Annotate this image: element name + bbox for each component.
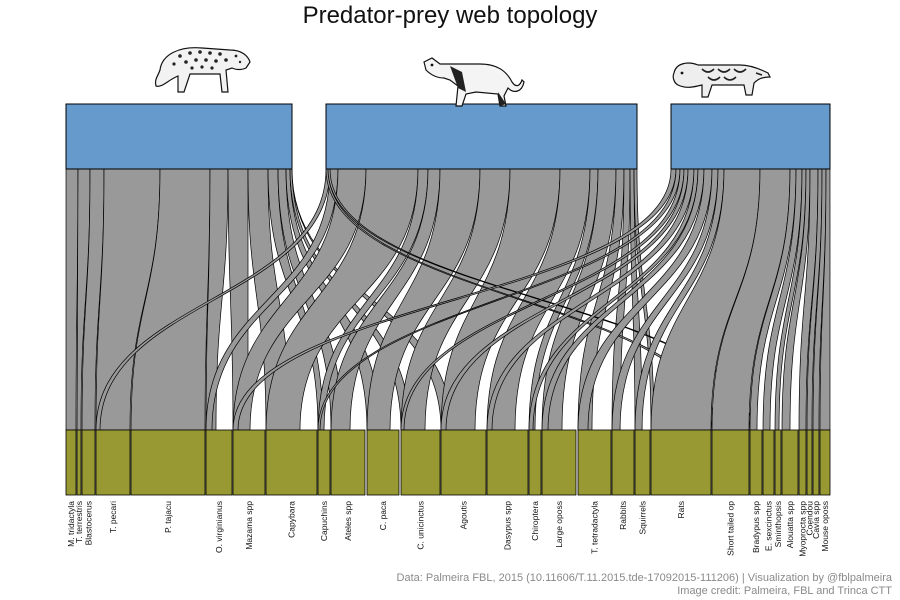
ocelot-icon (672, 62, 771, 98)
prey-label: O. virginianus (214, 501, 224, 553)
prey-box (486, 429, 529, 496)
prey-box (65, 429, 77, 496)
prey-box (577, 429, 612, 496)
predator-box-puma (325, 103, 638, 170)
caption-image-credit: Image credit: Palmeira, FBL and Trinca C… (677, 585, 892, 597)
prey-box (711, 429, 750, 496)
prey-box (330, 429, 366, 496)
chart-title: Predator-prey web topology (302, 2, 598, 29)
prey-box (812, 429, 820, 496)
prey-label: T. terrestris (74, 501, 84, 543)
prey-box (76, 429, 82, 496)
prey-label: C. unicinctus (416, 501, 426, 550)
prey-label: Chiroptera (530, 501, 540, 541)
caption: Data: Palmeira FBL, 2015 (10.11606/T.11.… (397, 572, 892, 598)
prey-boxes (65, 429, 831, 496)
jaguar-icon (154, 47, 251, 93)
prey-box (400, 429, 441, 496)
interaction-links (65, 168, 831, 431)
prey-label: Coendou (805, 501, 815, 536)
prey-box (819, 429, 831, 496)
prey-box (205, 429, 233, 496)
prey-label: E. sexcinctus (764, 501, 774, 551)
prey-label: Agoutis (459, 501, 469, 529)
prey-box (440, 429, 487, 496)
prey-box (232, 429, 266, 496)
prey-box (806, 429, 813, 496)
prey-label: Dasypus spp (503, 501, 513, 550)
prey-box (366, 429, 400, 496)
prey-box (541, 429, 577, 496)
prey-label: T. tetradactyla (590, 501, 600, 554)
prey-box (774, 429, 782, 496)
prey-box (95, 429, 131, 496)
prey-label: Sminthopsis (773, 501, 783, 547)
prey-box (528, 429, 542, 496)
puma-icon (423, 57, 525, 107)
caption-data-source: Data: Palmeira FBL, 2015 (10.11606/T.11.… (396, 572, 892, 584)
prey-label: T. pecari (108, 501, 118, 533)
prey-label: Mouse oposs (820, 501, 830, 552)
prey-box (634, 429, 651, 496)
prey-label: Squirrels (638, 501, 648, 535)
prey-box (265, 429, 318, 496)
prey-box (317, 429, 331, 496)
prey-label: M. tridactyla (66, 501, 76, 547)
interaction-link (65, 168, 79, 431)
prey-box (781, 429, 799, 496)
predator-box-jaguar (65, 103, 293, 170)
prey-label: Capuchins (319, 501, 329, 541)
prey-label: Bradypus spp (751, 501, 761, 553)
prey-label: Mazama spp (244, 501, 254, 550)
prey-label: Blastocerus (84, 501, 94, 545)
prey-box (749, 429, 763, 496)
prey-label: Short tailed op (726, 501, 736, 556)
prey-label: C. paca (378, 501, 388, 531)
prey-label: Capybara (287, 501, 297, 538)
prey-label: P. tajacu (163, 501, 173, 533)
prey-box (611, 429, 635, 496)
prey-label: Myoprocta spp (798, 501, 808, 557)
prey-label: Alouatta spp (785, 501, 795, 549)
prey-label: Cavia spp (811, 501, 821, 539)
prey-box (81, 429, 96, 496)
prey-label: Ateles spp (343, 501, 353, 541)
prey-box (798, 429, 807, 496)
predator-box-ocelot (670, 103, 831, 170)
prey-box (762, 429, 775, 496)
prey-label: Rats (676, 501, 686, 518)
prey-box (650, 429, 712, 496)
prey-box (130, 429, 206, 496)
prey-label: Large oposs (554, 501, 564, 548)
prey-label: Rabbits (618, 501, 628, 530)
